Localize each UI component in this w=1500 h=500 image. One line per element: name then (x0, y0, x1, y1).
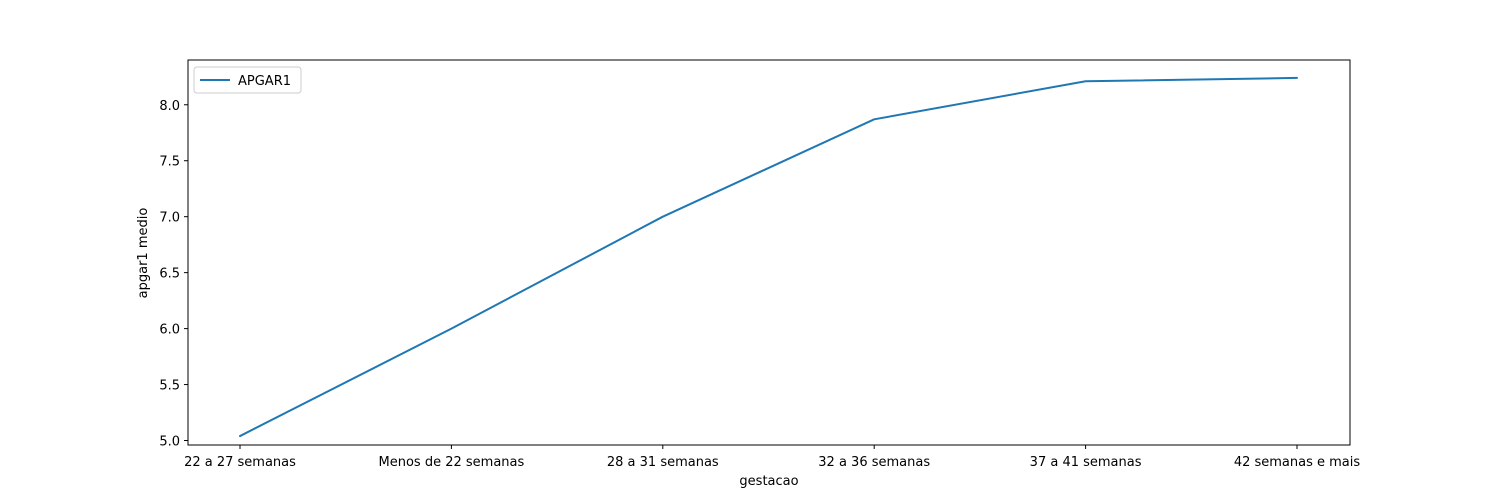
plot-frame (187, 59, 1351, 446)
legend-box (193, 66, 302, 94)
series-layer (239, 76, 1298, 438)
series-line-apgar1 (239, 76, 1298, 438)
x-tick-label: 22 a 27 semanas (184, 455, 296, 470)
x-tick-label: 37 a 41 semanas (1030, 455, 1142, 470)
x-tick-label: Menos de 22 semanas (379, 455, 525, 470)
y-tick-label: 7.5 (159, 155, 180, 170)
y-axis-ticks: 5.0 5.5 6.0 6.5 7.0 7.5 8.0 (159, 99, 188, 450)
y-tick-label: 7.0 (159, 211, 180, 226)
plot-area (188, 60, 1350, 445)
x-tick-label: 42 semanas e mais (1234, 455, 1361, 470)
legend: APGAR1 (193, 66, 302, 94)
x-axis-label: gestacao (739, 474, 798, 489)
y-tick-label: 8.0 (159, 99, 180, 114)
y-tick-label: 5.5 (159, 379, 180, 394)
y-axis-label: apgar1 medio (136, 208, 151, 299)
y-tick-label: 6.0 (159, 323, 180, 338)
x-tick-label: 28 a 31 semanas (607, 455, 719, 470)
y-tick-label: 6.5 (159, 267, 180, 282)
legend-label-apgar1: APGAR1 (238, 74, 291, 89)
x-axis-ticks: 22 a 27 semanas Menos de 22 semanas 28 a 3… (184, 445, 1360, 470)
y-tick-label: 5.0 (159, 435, 180, 450)
x-tick-label: 32 a 36 semanas (818, 455, 930, 470)
